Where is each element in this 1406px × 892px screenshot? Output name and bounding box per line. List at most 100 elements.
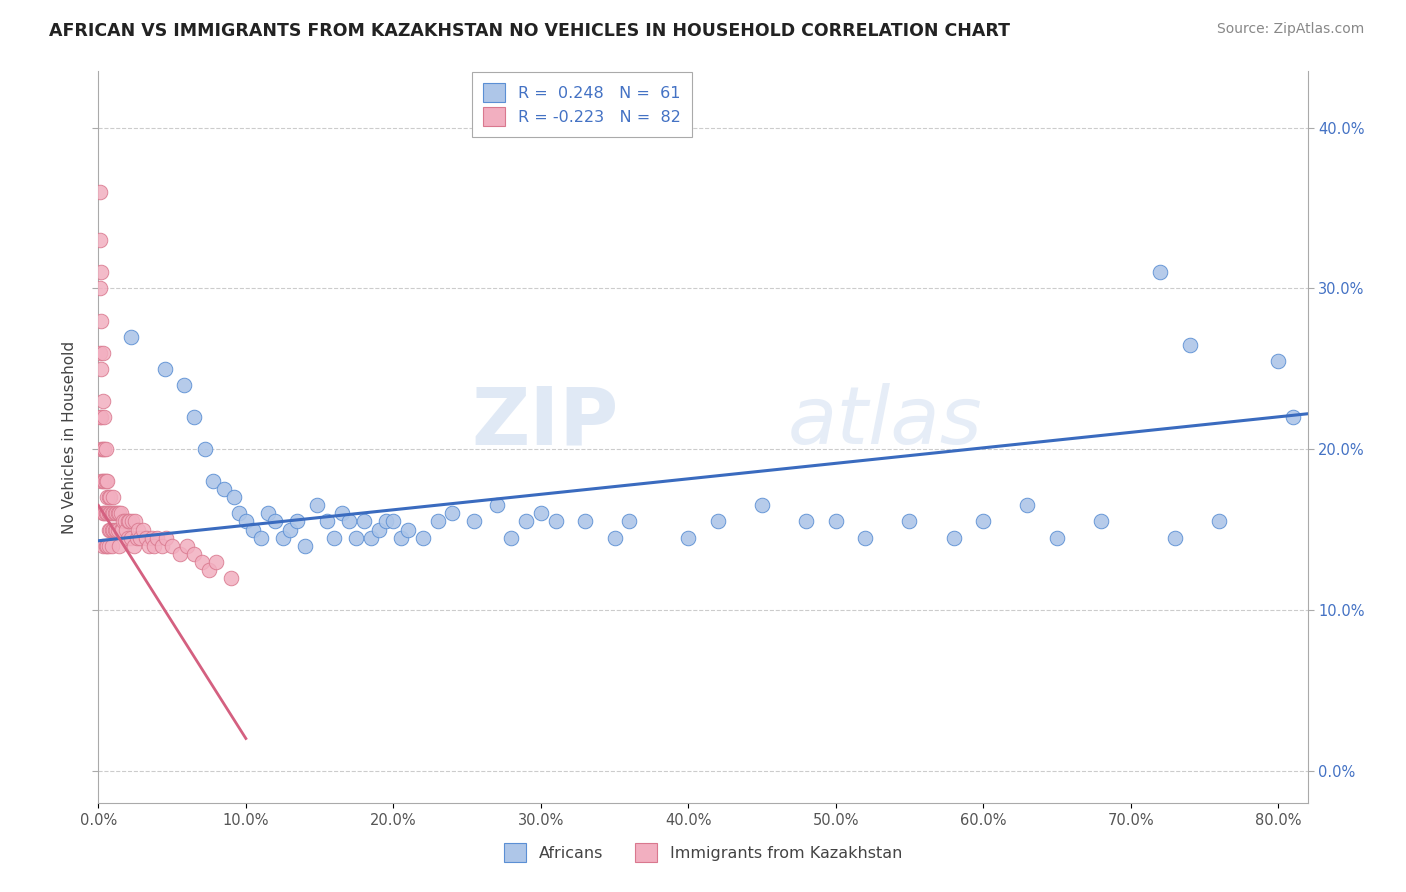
- Point: [100, 539, 122, 553]
- Point: [1178, 337, 1201, 351]
- Point: [90, 265, 112, 279]
- Point: [93, 507, 115, 521]
- Point: [205, 555, 228, 569]
- Point: [111, 523, 134, 537]
- Point: [122, 539, 145, 553]
- Point: [183, 409, 205, 424]
- Point: [97, 507, 120, 521]
- Point: [107, 507, 129, 521]
- Text: ZIP: ZIP: [471, 384, 619, 461]
- Point: [202, 475, 225, 489]
- Point: [412, 531, 434, 545]
- Point: [146, 531, 169, 545]
- Point: [706, 515, 728, 529]
- Point: [93, 409, 115, 424]
- Point: [100, 507, 122, 521]
- Point: [323, 531, 346, 545]
- Point: [101, 491, 124, 505]
- Point: [1090, 515, 1112, 529]
- Point: [91, 393, 114, 408]
- Point: [169, 547, 191, 561]
- Point: [530, 507, 553, 521]
- Point: [353, 515, 375, 529]
- Point: [463, 515, 485, 529]
- Point: [222, 491, 245, 505]
- Point: [942, 531, 965, 545]
- Legend: Africans, Immigrants from Kazakhstan: Africans, Immigrants from Kazakhstan: [498, 837, 908, 868]
- Point: [176, 539, 198, 553]
- Point: [96, 475, 118, 489]
- Point: [501, 531, 523, 545]
- Point: [110, 507, 132, 521]
- Point: [375, 515, 398, 529]
- Point: [382, 515, 405, 529]
- Point: [96, 539, 118, 553]
- Point: [96, 491, 118, 505]
- Point: [515, 515, 537, 529]
- Point: [212, 483, 235, 497]
- Point: [235, 515, 257, 529]
- Point: [90, 475, 112, 489]
- Point: [794, 515, 817, 529]
- Point: [441, 507, 464, 521]
- Point: [898, 515, 921, 529]
- Point: [94, 507, 117, 521]
- Point: [104, 507, 127, 521]
- Point: [89, 185, 111, 199]
- Point: [1149, 265, 1171, 279]
- Point: [751, 499, 773, 513]
- Point: [257, 507, 280, 521]
- Point: [97, 539, 120, 553]
- Point: [91, 442, 114, 457]
- Point: [105, 523, 128, 537]
- Point: [118, 515, 141, 529]
- Point: [91, 345, 114, 359]
- Point: [972, 515, 994, 529]
- Point: [316, 515, 339, 529]
- Y-axis label: No Vehicles in Household: No Vehicles in Household: [62, 341, 77, 533]
- Point: [1267, 353, 1289, 368]
- Point: [108, 507, 131, 521]
- Point: [603, 531, 626, 545]
- Point: [305, 499, 328, 513]
- Point: [127, 523, 149, 537]
- Point: [89, 281, 111, 295]
- Point: [101, 523, 124, 537]
- Point: [198, 563, 221, 577]
- Point: [91, 539, 114, 553]
- Point: [91, 507, 114, 521]
- Point: [143, 539, 166, 553]
- Point: [194, 442, 217, 457]
- Point: [98, 523, 121, 537]
- Point: [153, 361, 176, 376]
- Point: [115, 523, 138, 537]
- Point: [112, 515, 135, 529]
- Point: [287, 515, 309, 529]
- Point: [90, 442, 112, 457]
- Point: [94, 539, 117, 553]
- Point: [138, 539, 160, 553]
- Point: [93, 475, 115, 489]
- Point: [120, 329, 142, 343]
- Point: [1046, 531, 1069, 545]
- Point: [824, 515, 846, 529]
- Point: [124, 515, 146, 529]
- Point: [1282, 409, 1305, 424]
- Point: [853, 531, 876, 545]
- Point: [104, 523, 127, 537]
- Point: [249, 531, 271, 545]
- Point: [108, 539, 131, 553]
- Point: [228, 507, 250, 521]
- Point: [93, 442, 115, 457]
- Point: [120, 531, 142, 545]
- Point: [1017, 499, 1039, 513]
- Point: [125, 531, 148, 545]
- Point: [330, 507, 353, 521]
- Point: [105, 507, 128, 521]
- Point: [91, 475, 114, 489]
- Point: [271, 531, 294, 545]
- Point: [160, 539, 183, 553]
- Point: [94, 442, 117, 457]
- Point: [360, 531, 382, 545]
- Point: [114, 515, 136, 529]
